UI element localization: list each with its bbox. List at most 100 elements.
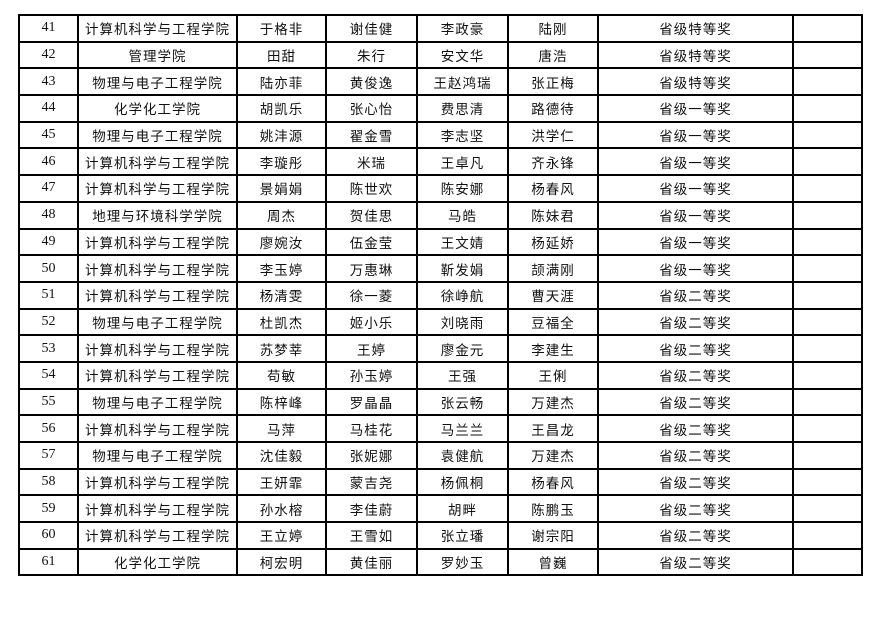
row-number: 48 xyxy=(18,200,79,230)
award-cell: 省级二等奖 xyxy=(597,441,794,470)
note-cell xyxy=(792,120,863,150)
member-cell: 柯宏明 xyxy=(236,547,327,577)
member-cell: 罗晶晶 xyxy=(325,387,418,417)
advisor-cell: 曹天涯 xyxy=(507,280,599,310)
member-cell: 孙玉婷 xyxy=(325,360,418,390)
row-number: 41 xyxy=(18,14,79,43)
row-number: 61 xyxy=(18,547,79,577)
awards-table: 41 计算机科学与工程学院 于格非 谢佳健 李政豪 陆刚 省级特等奖 42 管理学院 田甜 朱行 安文… xyxy=(18,14,863,577)
row-number: 54 xyxy=(18,360,79,390)
member-cell: 景娟娟 xyxy=(236,174,327,203)
member-cell: 王强 xyxy=(416,360,509,390)
member-cell: 安文华 xyxy=(416,40,509,70)
note-cell xyxy=(792,94,863,123)
advisor-cell: 陈妹君 xyxy=(507,200,599,230)
advisor-cell: 王昌龙 xyxy=(507,414,599,443)
member-cell: 徐一菱 xyxy=(325,280,418,310)
advisor-cell: 万建杰 xyxy=(507,387,599,417)
member-cell: 胡凯乐 xyxy=(236,94,327,123)
advisor-cell: 王俐 xyxy=(507,360,599,390)
table-row: 47 计算机科学与工程学院 景娟娟 陈世欢 陈安娜 杨春风 省级一等奖 xyxy=(18,174,863,203)
award-cell: 省级二等奖 xyxy=(597,334,794,363)
note-cell xyxy=(792,227,863,257)
advisor-cell: 陆刚 xyxy=(507,14,599,43)
member-cell: 苏梦莘 xyxy=(236,334,327,363)
table-row: 44 化学化工学院 胡凯乐 张心怡 费思清 路德待 省级一等奖 xyxy=(18,94,863,123)
college-cell: 计算机科学与工程学院 xyxy=(77,494,238,524)
college-cell: 物理与电子工程学院 xyxy=(77,387,238,417)
table-row: 55 物理与电子工程学院 陈梓峰 罗晶晶 张云畅 万建杰 省级二等奖 xyxy=(18,387,863,417)
award-cell: 省级二等奖 xyxy=(597,360,794,390)
member-cell: 姚沣源 xyxy=(236,120,327,150)
row-number: 50 xyxy=(18,254,79,283)
member-cell: 苟敏 xyxy=(236,360,327,390)
note-cell xyxy=(792,494,863,524)
note-cell xyxy=(792,414,863,443)
college-cell: 物理与电子工程学院 xyxy=(77,120,238,150)
award-cell: 省级二等奖 xyxy=(597,307,794,337)
member-cell: 杜凯杰 xyxy=(236,307,327,337)
college-cell: 计算机科学与工程学院 xyxy=(77,360,238,390)
award-cell: 省级二等奖 xyxy=(597,387,794,417)
member-cell: 李政豪 xyxy=(416,14,509,43)
member-cell: 于格非 xyxy=(236,14,327,43)
note-cell xyxy=(792,280,863,310)
member-cell: 李玉婷 xyxy=(236,254,327,283)
advisor-cell: 路德待 xyxy=(507,94,599,123)
row-number: 47 xyxy=(18,174,79,203)
member-cell: 马兰兰 xyxy=(416,414,509,443)
college-cell: 计算机科学与工程学院 xyxy=(77,467,238,497)
award-cell: 省级二等奖 xyxy=(597,280,794,310)
row-number: 52 xyxy=(18,307,79,337)
college-cell: 计算机科学与工程学院 xyxy=(77,521,238,550)
member-cell: 翟金雪 xyxy=(325,120,418,150)
table-row: 43 物理与电子工程学院 陆亦菲 黄俊逸 王赵鸿瑞 张正梅 省级特等奖 xyxy=(18,67,863,97)
table-row: 56 计算机科学与工程学院 马萍 马桂花 马兰兰 王昌龙 省级二等奖 xyxy=(18,414,863,443)
college-cell: 计算机科学与工程学院 xyxy=(77,147,238,177)
award-cell: 省级特等奖 xyxy=(597,67,794,97)
college-cell: 化学化工学院 xyxy=(77,94,238,123)
award-cell: 省级一等奖 xyxy=(597,147,794,177)
member-cell: 田甜 xyxy=(236,40,327,70)
member-cell: 朱行 xyxy=(325,40,418,70)
member-cell: 沈佳毅 xyxy=(236,441,327,470)
member-cell: 张妮娜 xyxy=(325,441,418,470)
college-cell: 计算机科学与工程学院 xyxy=(77,174,238,203)
college-cell: 计算机科学与工程学院 xyxy=(77,280,238,310)
member-cell: 王赵鸿瑞 xyxy=(416,67,509,97)
row-number: 55 xyxy=(18,387,79,417)
advisor-cell: 杨延娇 xyxy=(507,227,599,257)
note-cell xyxy=(792,14,863,43)
advisor-cell: 谢宗阳 xyxy=(507,521,599,550)
advisor-cell: 唐浩 xyxy=(507,40,599,70)
row-number: 60 xyxy=(18,521,79,550)
member-cell: 张心怡 xyxy=(325,94,418,123)
member-cell: 陈安娜 xyxy=(416,174,509,203)
note-cell xyxy=(792,334,863,363)
college-cell: 管理学院 xyxy=(77,40,238,70)
row-number: 49 xyxy=(18,227,79,257)
table-row: 57 物理与电子工程学院 沈佳毅 张妮娜 袁健航 万建杰 省级二等奖 xyxy=(18,441,863,470)
advisor-cell: 齐永锋 xyxy=(507,147,599,177)
award-cell: 省级二等奖 xyxy=(597,467,794,497)
row-number: 43 xyxy=(18,67,79,97)
member-cell: 陈世欢 xyxy=(325,174,418,203)
college-cell: 物理与电子工程学院 xyxy=(77,67,238,97)
row-number: 57 xyxy=(18,441,79,470)
row-number: 56 xyxy=(18,414,79,443)
row-number: 46 xyxy=(18,147,79,177)
award-cell: 省级一等奖 xyxy=(597,254,794,283)
award-cell: 省级一等奖 xyxy=(597,174,794,203)
table-row: 53 计算机科学与工程学院 苏梦莘 王婷 廖金元 李建生 省级二等奖 xyxy=(18,334,863,363)
note-cell xyxy=(792,467,863,497)
member-cell: 罗妙玉 xyxy=(416,547,509,577)
advisor-cell: 杨春风 xyxy=(507,174,599,203)
member-cell: 黄佳丽 xyxy=(325,547,418,577)
award-cell: 省级特等奖 xyxy=(597,14,794,43)
member-cell: 孙水榕 xyxy=(236,494,327,524)
note-cell xyxy=(792,521,863,550)
member-cell: 王文婧 xyxy=(416,227,509,257)
member-cell: 周杰 xyxy=(236,200,327,230)
row-number: 51 xyxy=(18,280,79,310)
advisor-cell: 曾巍 xyxy=(507,547,599,577)
